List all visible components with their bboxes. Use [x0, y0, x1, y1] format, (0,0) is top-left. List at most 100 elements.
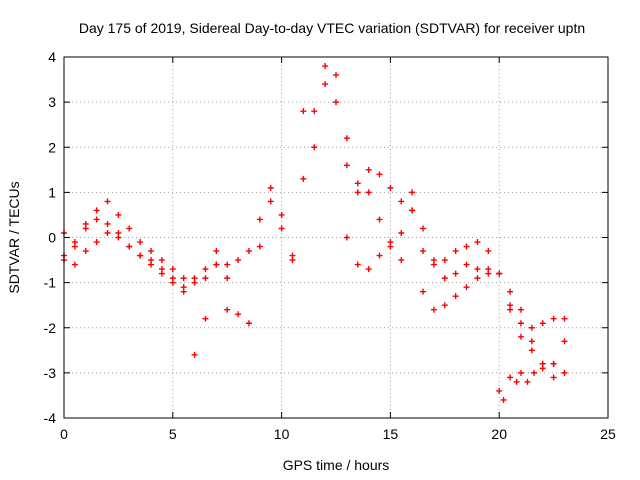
data-point [191, 351, 198, 358]
data-point [507, 288, 514, 295]
data-point [376, 171, 383, 178]
data-point [71, 261, 78, 268]
data-point [496, 270, 503, 277]
data-point [115, 234, 122, 241]
data-point [496, 387, 503, 394]
data-point [267, 184, 274, 191]
data-point [561, 369, 568, 376]
data-point [463, 284, 470, 291]
data-point [441, 257, 448, 264]
data-point [420, 225, 427, 232]
data-point [524, 378, 531, 385]
grid [64, 57, 608, 418]
data-point [354, 189, 361, 196]
series-track-g [496, 360, 557, 403]
data-points [61, 63, 568, 403]
data-point [430, 306, 437, 313]
series-track-f [343, 207, 568, 331]
data-point [289, 252, 296, 259]
data-point [82, 248, 89, 255]
data-point [158, 257, 165, 264]
series-track-e [300, 81, 568, 381]
data-point [452, 248, 459, 255]
data-point [126, 243, 133, 250]
y-axis-label: SDTVAR / TECUs [6, 181, 22, 293]
data-point [267, 198, 274, 205]
data-point [343, 135, 350, 142]
data-point [452, 293, 459, 300]
data-point [169, 279, 176, 286]
x-tick-label: 25 [600, 426, 616, 442]
data-point [180, 288, 187, 295]
data-point [387, 239, 394, 246]
data-point [441, 275, 448, 282]
data-point [224, 306, 231, 313]
data-point [365, 166, 372, 173]
data-point [224, 261, 231, 268]
data-point [93, 207, 100, 214]
data-point [169, 266, 176, 273]
data-point [550, 315, 557, 322]
data-point [528, 347, 535, 354]
data-point [539, 365, 546, 372]
data-point [430, 257, 437, 264]
plot-frame [63, 56, 609, 419]
y-tick-label: 4 [48, 49, 56, 65]
data-point [343, 234, 350, 241]
data-point [550, 360, 557, 367]
data-point [500, 396, 507, 403]
data-point [278, 211, 285, 218]
data-point [126, 225, 133, 232]
data-point [409, 189, 416, 196]
data-point [158, 270, 165, 277]
chart-title: Day 175 of 2019, Sidereal Day-to-day VTE… [79, 20, 585, 36]
data-point [104, 198, 111, 205]
data-point [354, 180, 361, 187]
data-point [322, 63, 329, 70]
data-point [256, 216, 263, 223]
data-point [452, 270, 459, 277]
data-point [528, 338, 535, 345]
data-point [365, 266, 372, 273]
data-point [71, 239, 78, 246]
data-point [300, 175, 307, 182]
data-point [561, 338, 568, 345]
data-point [278, 225, 285, 232]
data-point [561, 315, 568, 322]
data-point [463, 243, 470, 250]
data-point [550, 374, 557, 381]
y-tick-label: -2 [44, 320, 57, 336]
data-point [333, 72, 339, 79]
data-point [180, 275, 187, 282]
series-track-d [300, 63, 568, 367]
data-point [528, 324, 535, 331]
data-point [354, 261, 361, 268]
data-point [387, 184, 394, 191]
data-point [398, 257, 405, 264]
y-tick-label: 3 [48, 94, 56, 110]
data-point [235, 311, 242, 318]
x-axis-label: GPS time / hours [283, 457, 390, 473]
data-point [202, 266, 209, 273]
data-point [517, 369, 524, 376]
data-point [531, 369, 538, 376]
data-point [485, 266, 492, 273]
data-point [213, 261, 220, 268]
data-point [245, 320, 252, 327]
data-point [311, 108, 318, 115]
x-tick-label: 10 [274, 426, 290, 442]
data-point [104, 220, 111, 227]
data-point [245, 248, 252, 255]
data-point [104, 229, 111, 236]
data-point [235, 257, 242, 264]
data-point [398, 229, 405, 236]
data-point [409, 207, 416, 214]
data-point [202, 315, 209, 322]
data-point [224, 275, 231, 282]
data-point [311, 144, 318, 151]
x-tick-label: 0 [60, 426, 68, 442]
data-point [300, 108, 307, 115]
x-tick-label: 5 [169, 426, 177, 442]
data-point [365, 189, 372, 196]
data-point [513, 378, 520, 385]
